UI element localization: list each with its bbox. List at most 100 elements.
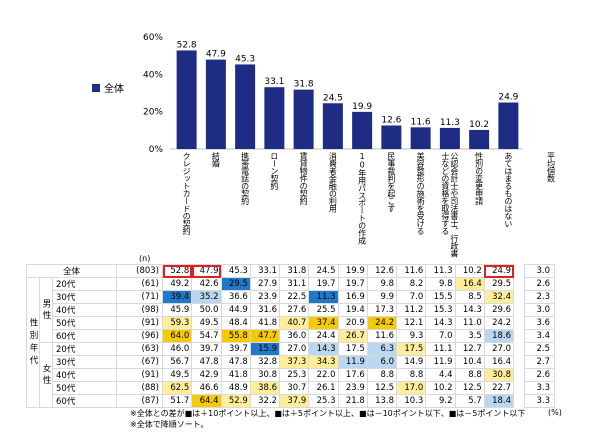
table-cell: 12.5 <box>366 381 398 395</box>
y-tick-label: 60% <box>143 33 163 43</box>
y-tick-label: 0% <box>149 145 164 155</box>
row-label: 30代 <box>52 355 117 369</box>
table-cell: 10.2 <box>454 264 485 278</box>
table-cell: 62.5 <box>161 381 193 395</box>
column-header: あてはまるものはない <box>494 152 523 262</box>
table-cell: 37.4 <box>308 316 339 330</box>
sample-size: (91) <box>116 368 163 382</box>
bar <box>498 102 519 149</box>
legend-swatch <box>92 83 100 92</box>
table-cell: 29.5 <box>483 277 515 291</box>
avg-column-header: 平均個数 <box>536 152 566 262</box>
column-header-label: ローン契約 <box>269 152 279 190</box>
sample-size: (87) <box>116 394 163 408</box>
table-cell: 11.1 <box>425 342 456 356</box>
row-label: 40代 <box>52 303 117 317</box>
column-header: 10年用パスポートの作成 <box>348 152 377 262</box>
table-cell: 3.5 <box>454 329 485 343</box>
column-header-label: クレジットカードの契約 <box>182 152 192 235</box>
column-header-label: 消費者金融の利用 <box>328 152 338 212</box>
table-cell: 45.9 <box>161 303 193 317</box>
table-cell: 20.9 <box>337 316 368 330</box>
column-headers: クレジットカードの契約 結婚 携帯電話の契約 ローン契約 賃貸物件の契約 消費者金融の利用… <box>172 152 523 262</box>
table-cell: 46.6 <box>191 381 222 395</box>
table-cell: 25.3 <box>278 368 310 382</box>
bar-value-label: 24.5 <box>323 93 343 103</box>
avg-cell: 3.3 <box>524 394 555 408</box>
table-cell: 8.5 <box>454 290 485 304</box>
table-row: 60代 (96) 64.0 54.7 55.8 47.7 36.0 24.4 26.7 11.6 9… <box>27 329 555 343</box>
table-cell: 32.2 <box>249 394 281 408</box>
row-label: 20代 <box>52 342 117 356</box>
bar-value-label: 11.3 <box>440 118 460 128</box>
y-tick-label: 20% <box>143 108 163 118</box>
table-row: 50代 (88) 62.5 46.6 48.9 38.6 30.7 26.1 23.9 12.5 1… <box>27 381 555 395</box>
table-cell: 22.5 <box>278 290 310 304</box>
group-label: 男性 <box>39 277 53 343</box>
table-cell: 41.8 <box>220 368 251 382</box>
table-cell: 55.8 <box>220 329 251 343</box>
column-header: 結婚 <box>201 152 230 262</box>
table-cell: 7.0 <box>425 329 456 343</box>
table-cell: 27.6 <box>278 303 310 317</box>
table-cell: 17.6 <box>337 368 368 382</box>
column-header-label: 結婚 <box>211 152 221 167</box>
table-row: 50代 (91) 59.3 49.5 48.4 41.8 40.7 37.4 20.9 24.2 1… <box>27 316 555 330</box>
y-tick-label: 40% <box>143 70 163 80</box>
bar-value-label: 47.9 <box>206 50 226 60</box>
table-cell: 25.5 <box>308 303 339 317</box>
table-cell: 31.1 <box>278 277 310 291</box>
table-cell: 47.9 <box>191 264 222 278</box>
table-cell: 8.8 <box>395 368 427 382</box>
table-cell: 29.6 <box>483 303 515 317</box>
table-row: 40代 (98) 45.9 50.0 44.9 31.6 27.6 25.5 19.4 17.3 1… <box>27 303 555 317</box>
table-cell: 12.7 <box>454 342 485 356</box>
table-cell: 19.4 <box>337 303 368 317</box>
footnote-legend: ※全体との差が■は＋10ポイント以上、■は＋5ポイント以上、■は－10ポイント以… <box>130 409 526 418</box>
column-header-label: 賃貸物件の契約 <box>299 152 309 205</box>
sample-size: (67) <box>116 355 163 369</box>
footnotes: ※全体との差が■は＋10ポイント以上、■は＋5ポイント以上、■は－10ポイント以… <box>130 408 525 430</box>
table-cell: 4.4 <box>425 368 456 382</box>
table-cell: 7.0 <box>395 290 427 304</box>
table-cell: 30.7 <box>278 381 310 395</box>
table-cell: 13.8 <box>366 394 398 408</box>
spacer <box>514 317 525 330</box>
table-cell: 39.4 <box>161 290 193 304</box>
bar <box>235 64 256 149</box>
table-cell: 25.3 <box>308 394 339 408</box>
table-cell: 26.7 <box>337 329 368 343</box>
table-cell: 24.9 <box>483 264 515 278</box>
column-header: 公認会計士や司法書士、行政書士などの資格を取得する <box>435 152 464 262</box>
sample-size: (71) <box>116 290 163 304</box>
table-cell: 24.2 <box>483 316 515 330</box>
table-cell: 47.7 <box>249 329 281 343</box>
table-cell: 29.5 <box>220 277 251 291</box>
table-cell: 15.3 <box>425 303 456 317</box>
bar-value-label: 33.1 <box>264 77 284 87</box>
table-cell: 11.3 <box>425 264 456 278</box>
avg-cell: 3.3 <box>524 381 555 395</box>
table-cell: 22.0 <box>308 368 339 382</box>
bar-value-label: 10.2 <box>469 120 489 130</box>
table-cell: 47.8 <box>220 355 251 369</box>
chart-bars <box>176 50 519 149</box>
table-cell: 32.8 <box>249 355 281 369</box>
percent-unit: (%) <box>548 408 562 417</box>
spacer <box>514 395 525 408</box>
bar-value-label: 12.6 <box>381 115 401 125</box>
table-cell: 17.3 <box>366 303 398 317</box>
table-cell: 36.0 <box>278 329 310 343</box>
n-column-label: (n) <box>139 254 151 263</box>
column-header-label: 10年用パスポートの作成 <box>357 152 367 244</box>
table-cell: 10.4 <box>454 355 485 369</box>
table-cell: 33.1 <box>249 264 281 278</box>
group-label: 女性 <box>39 342 53 408</box>
side-label: 性別年代 <box>26 277 40 408</box>
table-cell: 19.7 <box>337 277 368 291</box>
table-cell: 15.9 <box>249 342 281 356</box>
bar <box>322 103 343 149</box>
avg-cell: 3.0 <box>524 303 555 317</box>
table-cell: 35.2 <box>191 290 222 304</box>
